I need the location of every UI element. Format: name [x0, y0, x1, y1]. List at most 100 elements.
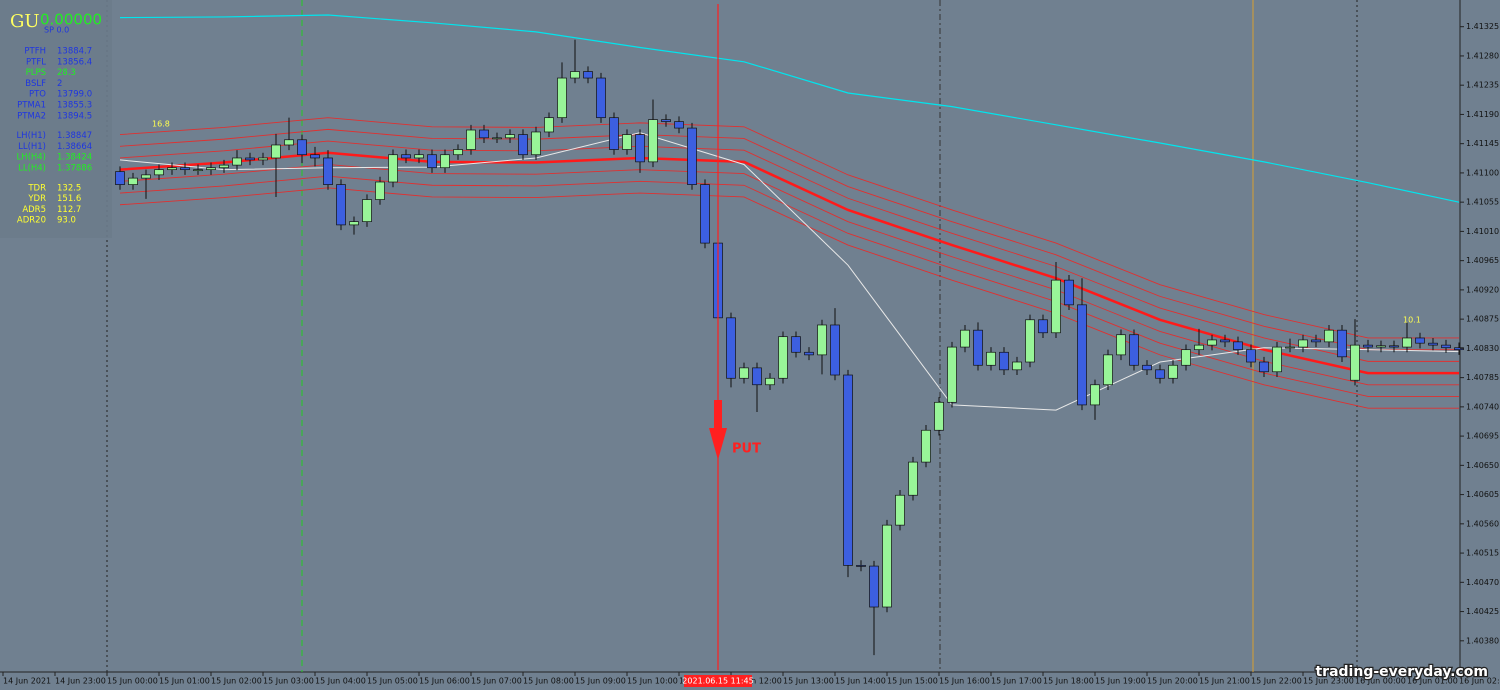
y-tick-label: 1.41325: [1466, 22, 1499, 31]
candle-body: [752, 367, 762, 386]
candle-body: [1051, 279, 1061, 334]
x-tick-label: 15 Jun 07:00: [471, 677, 522, 686]
x-tick-label: 15 Jun 06:00: [419, 677, 470, 686]
candle-body: [1220, 339, 1230, 343]
candle-body: [1285, 346, 1295, 349]
annotation: 16.8: [152, 120, 170, 129]
spread: SP 0.0: [44, 26, 69, 35]
candle-body: [947, 346, 957, 403]
candle-body: [336, 184, 346, 226]
info-label: PTO: [29, 90, 46, 100]
candle-body: [1298, 339, 1308, 348]
envelope-band: [119, 175, 1459, 397]
candle-body: [674, 121, 684, 129]
y-tick-label: 1.41055: [1466, 198, 1499, 207]
y-tick-label: 1.40740: [1466, 402, 1499, 411]
candle-body: [635, 134, 645, 163]
candle-body: [479, 129, 489, 139]
candle-body: [180, 167, 190, 171]
y-tick-label: 1.40695: [1466, 432, 1499, 441]
info-value: 13884.7: [57, 47, 92, 57]
signal-arrow-head: [709, 428, 727, 460]
candle-body: [440, 154, 450, 169]
candle-body: [1415, 337, 1425, 344]
candle-body: [1142, 364, 1152, 371]
candle-body: [245, 157, 255, 161]
candle-body: [115, 171, 125, 185]
candle-body: [531, 131, 541, 156]
candle-body: [453, 149, 463, 156]
indicator-layer: [119, 14, 1460, 411]
candle-body: [1376, 345, 1386, 348]
candle-body: [505, 134, 515, 139]
candle-body: [648, 119, 658, 163]
candle-body: [544, 117, 554, 133]
candle-body: [1129, 334, 1139, 366]
info-value: 1.38847: [57, 131, 92, 141]
candle-body: [1181, 349, 1191, 366]
info-value: 112.7: [57, 205, 81, 215]
x-tick-label: 15 Jun 05:00: [367, 677, 418, 686]
candle-body: [1116, 334, 1126, 356]
info-value: 151.6: [57, 194, 81, 204]
candle-body: [388, 154, 398, 183]
signal-label: PUT: [732, 442, 761, 457]
candle-body: [596, 77, 606, 119]
info-label: PTMA2: [17, 111, 46, 121]
info-rows: PTFH 13884.7 PTFL 13856.4 PLPS 28.3 BSLF 2 PTO 13…: [16, 47, 92, 226]
x-tick-label: 16 Jun 01:00: [1407, 677, 1458, 686]
x-tick-label: 15 Jun 23:00: [1303, 677, 1354, 686]
info-label: ADR5: [22, 205, 46, 215]
y-tick-label: 1.40605: [1466, 490, 1499, 499]
y-tick-label: 1.41190: [1466, 110, 1499, 119]
y-tick-label: 1.40650: [1466, 461, 1499, 470]
candle-body: [986, 351, 996, 366]
candle-body: [908, 461, 918, 496]
signal-time-box: [684, 675, 752, 687]
candle-body: [973, 329, 983, 366]
candle-body: [1337, 329, 1347, 358]
candle-body: [843, 374, 853, 566]
candle-body: [583, 71, 593, 79]
y-tick-label: 1.40470: [1466, 578, 1499, 587]
envelope-band: [119, 140, 1459, 362]
info-label: PTMA1: [17, 101, 46, 111]
info-panel: [0, 0, 112, 238]
candle-body: [141, 174, 151, 179]
candle-body: [297, 139, 307, 156]
price: 0.00000: [40, 11, 102, 29]
candle-body: [232, 157, 242, 166]
info-label: LH(H1): [16, 131, 46, 141]
candle-body: [882, 524, 892, 608]
x-tick-label: 15 Jun 17:00: [991, 677, 1042, 686]
info-label: PLPS: [26, 68, 46, 78]
y-tick-label: 1.40425: [1466, 607, 1499, 616]
candle-body: [1428, 342, 1438, 346]
candle-body: [128, 177, 138, 185]
info-label: LH(H4): [16, 153, 46, 163]
candle-body: [622, 134, 632, 150]
envelope-band: [119, 128, 1459, 351]
info-label: YDR: [27, 194, 46, 204]
axis-layer: 1.41325 1.41280 1.41235 1.41190 1.41145 1.411…: [2, 4, 1500, 687]
x-tick-label: 15 Jun 22:00: [1251, 677, 1302, 686]
candle-body: [869, 565, 879, 608]
x-tick-label: 15 Jun 08:00: [523, 677, 574, 686]
x-tick-label: 15 Jun 18:00: [1043, 677, 1094, 686]
candle-body: [765, 377, 775, 386]
info-value: 28.3: [57, 68, 76, 78]
candle-body: [960, 329, 970, 348]
x-tick-label: 15 Jun 14:00: [835, 677, 886, 686]
info-value: 1.38664: [57, 142, 92, 152]
candle-body: [1233, 341, 1243, 351]
signal-arrow-shaft: [714, 400, 722, 430]
candle-body: [856, 565, 866, 567]
candle-body: [1272, 346, 1282, 373]
x-tick-label: 16 Jun 00:00: [1355, 677, 1406, 686]
info-value: 93.0: [57, 216, 76, 226]
x-tick-label: 15 Jun 16:00: [939, 677, 990, 686]
candle-body: [258, 157, 268, 161]
candle-body: [154, 169, 164, 176]
